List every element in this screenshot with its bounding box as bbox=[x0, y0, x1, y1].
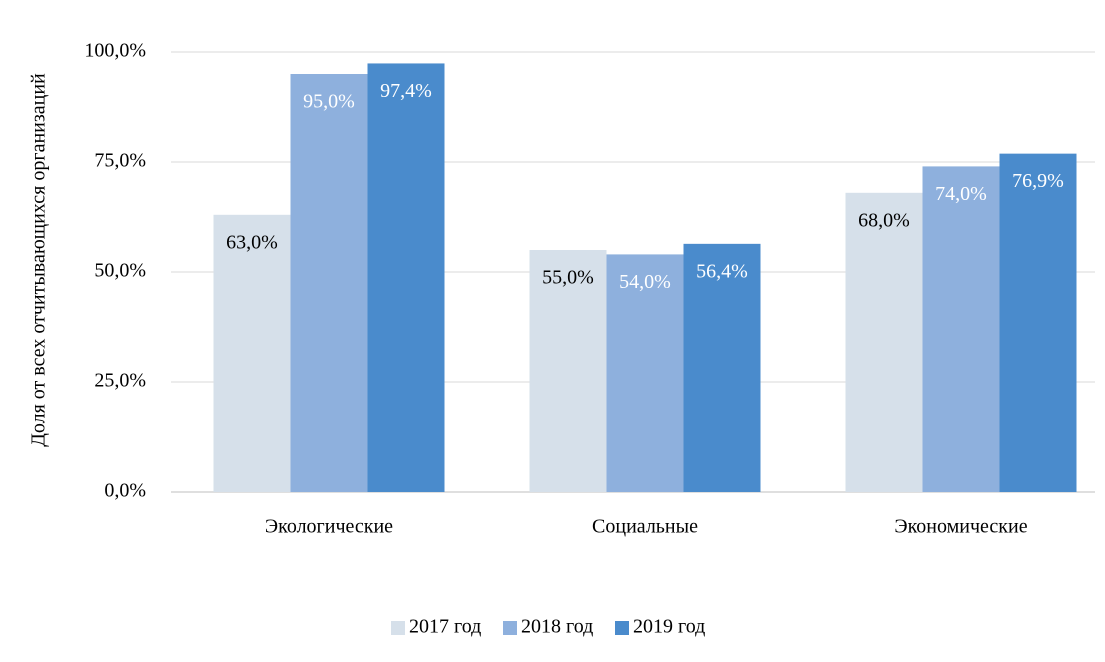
data-label: 56,4% bbox=[696, 260, 748, 282]
legend-swatch bbox=[615, 621, 629, 635]
y-tick-label: 100,0% bbox=[84, 40, 146, 62]
data-label: 97,4% bbox=[380, 80, 432, 102]
y-axis-title: Доля от всех отчитывающихся организаций bbox=[28, 73, 50, 447]
bar bbox=[999, 153, 1077, 492]
bar bbox=[683, 243, 761, 492]
legend-label: 2017 год bbox=[409, 616, 481, 638]
x-tick-label: Социальные bbox=[592, 516, 698, 538]
bar bbox=[529, 250, 607, 492]
data-label: 54,0% bbox=[619, 271, 671, 293]
legend-swatch bbox=[391, 621, 405, 635]
bar bbox=[922, 166, 1000, 492]
x-tick-label: Экологические bbox=[265, 516, 393, 538]
data-label: 95,0% bbox=[303, 91, 355, 113]
data-label: 55,0% bbox=[542, 267, 594, 289]
legend-swatch bbox=[503, 621, 517, 635]
bar bbox=[606, 254, 684, 492]
bar bbox=[367, 63, 445, 492]
data-label: 63,0% bbox=[226, 231, 278, 253]
y-tick-label: 75,0% bbox=[94, 150, 146, 172]
bar bbox=[213, 214, 291, 493]
x-tick-label: Экономические bbox=[894, 516, 1027, 538]
y-tick-label: 50,0% bbox=[94, 260, 146, 282]
legend-label: 2019 год bbox=[633, 616, 705, 638]
legend-label: 2018 год bbox=[521, 616, 593, 638]
bar bbox=[290, 74, 368, 492]
data-label: 74,0% bbox=[935, 183, 987, 205]
data-label: 76,9% bbox=[1012, 170, 1064, 192]
y-tick-label: 0,0% bbox=[104, 480, 146, 502]
data-label: 68,0% bbox=[858, 209, 910, 231]
bar bbox=[845, 192, 923, 493]
y-tick-label: 25,0% bbox=[94, 370, 146, 392]
